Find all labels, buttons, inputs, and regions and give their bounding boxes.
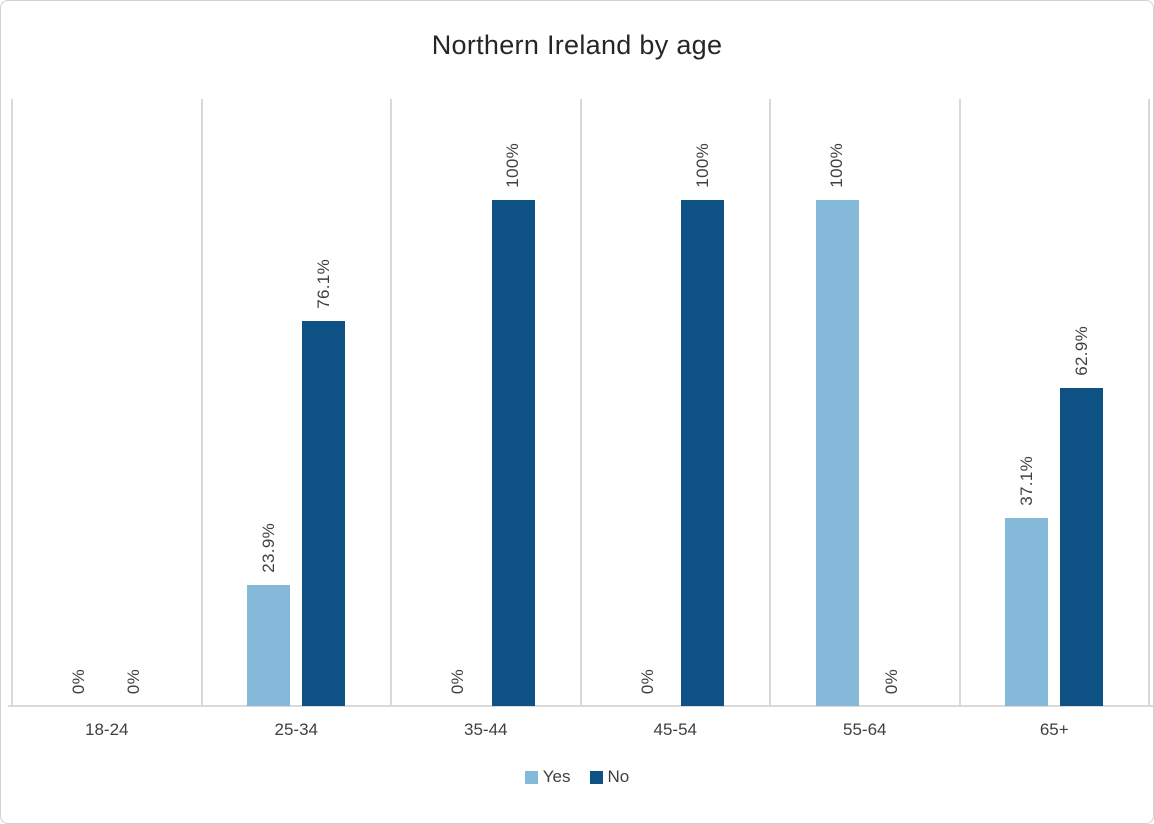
data-label-no-25-34: 76.1% bbox=[313, 259, 333, 309]
x-axis-label-25-34: 25-34 bbox=[274, 720, 318, 739]
data-label-no-55-64: 0% bbox=[882, 668, 902, 694]
data-label-yes-25-34: 23.9% bbox=[258, 523, 278, 573]
legend-label-no: No bbox=[607, 767, 630, 786]
bar-no-35-44 bbox=[491, 200, 535, 706]
gridline bbox=[580, 99, 582, 706]
legend-item-yes: Yes bbox=[524, 767, 571, 787]
legend-swatch-no bbox=[589, 770, 603, 784]
bar-yes-25-34 bbox=[247, 585, 291, 706]
legend-label-yes: Yes bbox=[542, 767, 571, 786]
data-label-no-45-54: 100% bbox=[692, 143, 712, 188]
data-label-no-35-44: 100% bbox=[503, 143, 523, 188]
data-label-yes-45-54: 0% bbox=[637, 668, 657, 694]
data-label-no-65+: 62.9% bbox=[1071, 326, 1091, 376]
data-label-yes-65+: 37.1% bbox=[1016, 456, 1036, 506]
data-label-yes-18-24: 0% bbox=[69, 668, 89, 694]
data-label-yes-35-44: 0% bbox=[448, 668, 468, 694]
x-axis-label-45-54: 45-54 bbox=[653, 720, 697, 739]
bar-yes-55-64 bbox=[815, 200, 859, 706]
legend-swatch-yes bbox=[524, 770, 538, 784]
gridline bbox=[11, 99, 13, 706]
x-axis-label-18-24: 18-24 bbox=[85, 720, 129, 739]
x-axis-line bbox=[8, 705, 1153, 707]
x-axis-label-35-44: 35-44 bbox=[464, 720, 508, 739]
gridline bbox=[390, 99, 392, 706]
bar-no-25-34 bbox=[302, 321, 346, 706]
bar-no-45-54 bbox=[681, 200, 725, 706]
bar-yes-65+ bbox=[1005, 518, 1049, 706]
x-axis-label-65+: 65+ bbox=[1039, 720, 1069, 739]
bar-no-65+ bbox=[1060, 388, 1104, 706]
gridline bbox=[1148, 99, 1150, 706]
gridline bbox=[201, 99, 203, 706]
gridline bbox=[769, 99, 771, 706]
gridline bbox=[959, 99, 961, 706]
chart-title: Northern Ireland by age bbox=[431, 30, 723, 60]
legend: Yes No bbox=[1, 767, 1153, 787]
plot-area: 0% 0% 23.9% 76.1% 0% 100% 0% 100% 100% 0% 37.1% 62.… bbox=[8, 99, 1153, 707]
legend-item-no: No bbox=[589, 767, 630, 787]
data-label-yes-55-64: 100% bbox=[827, 143, 847, 188]
x-axis-label-55-64: 55-64 bbox=[843, 720, 887, 739]
data-label-no-18-24: 0% bbox=[124, 668, 144, 694]
